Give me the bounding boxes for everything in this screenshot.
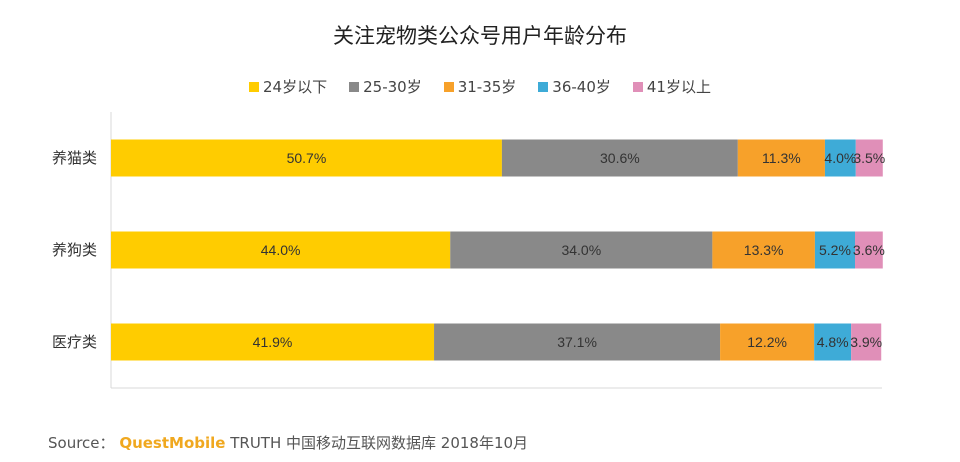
bar-segment — [501, 139, 738, 177]
bar-segment — [814, 231, 856, 269]
legend-swatch — [349, 81, 360, 92]
legend-item: 25-30岁 — [349, 76, 422, 97]
bar-segment — [814, 323, 852, 361]
data-label: 37.1% — [557, 334, 597, 350]
data-label: 3.6% — [853, 242, 885, 258]
data-label: 4.8% — [817, 334, 849, 350]
legend-label: 41岁以上 — [646, 78, 711, 96]
category-label: 医疗类 — [52, 334, 97, 351]
legend-swatch — [538, 81, 549, 92]
legend-item: 41岁以上 — [632, 76, 711, 97]
source-brand: QuestMobile — [119, 434, 226, 452]
bar-segment — [720, 323, 815, 361]
legend-item: 36-40岁 — [538, 76, 611, 97]
bar-segment — [111, 139, 502, 177]
bar-segment — [450, 231, 713, 269]
data-label: 34.0% — [561, 242, 601, 258]
data-label: 44.0% — [261, 242, 301, 258]
data-label: 3.9% — [850, 334, 882, 350]
bar-segment — [855, 139, 883, 177]
legend-item: 31-35岁 — [443, 76, 517, 97]
bar-segment — [824, 139, 856, 177]
data-label: 3.5% — [853, 150, 885, 166]
data-label: 12.2% — [747, 334, 787, 350]
chart-title: 关注宠物类公众号用户年龄分布 — [333, 24, 627, 48]
category-label: 养狗类 — [52, 242, 97, 259]
legend-label: 24岁以下 — [263, 78, 328, 96]
data-label: 5.2% — [819, 242, 851, 258]
bar-segment — [712, 231, 815, 269]
data-label: 50.7% — [287, 150, 327, 166]
bar-segment — [111, 231, 451, 269]
bar-segment — [851, 323, 882, 361]
data-label: 4.0% — [824, 150, 856, 166]
bar-segment — [434, 323, 721, 361]
bar-segment — [737, 139, 825, 177]
legend-label: 25-30岁 — [363, 78, 422, 96]
legend-swatch — [632, 81, 643, 92]
data-label: 13.3% — [744, 242, 784, 258]
category-label: 养猫类 — [52, 150, 97, 167]
legend-label: 36-40岁 — [552, 78, 611, 96]
bar-segment — [855, 231, 883, 269]
legend-swatch — [443, 81, 454, 92]
legend: 24岁以下 25-30岁 31-35岁 36-40岁 41岁以上 — [0, 76, 960, 97]
legend-item: 24岁以下 — [249, 76, 327, 97]
source-note: Source： QuestMobile TRUTH 中国移动互联网数据库 201… — [48, 432, 528, 453]
bar-segment — [111, 323, 435, 361]
source-text: TRUTH 中国移动互联网数据库 2018年10月 — [230, 434, 529, 452]
source-prefix: Source： — [48, 434, 115, 452]
legend-label: 31-35岁 — [457, 78, 517, 96]
data-label: 30.6% — [600, 150, 640, 166]
legend-swatch — [249, 81, 260, 92]
data-label: 41.9% — [253, 334, 293, 350]
data-label: 11.3% — [762, 150, 801, 166]
